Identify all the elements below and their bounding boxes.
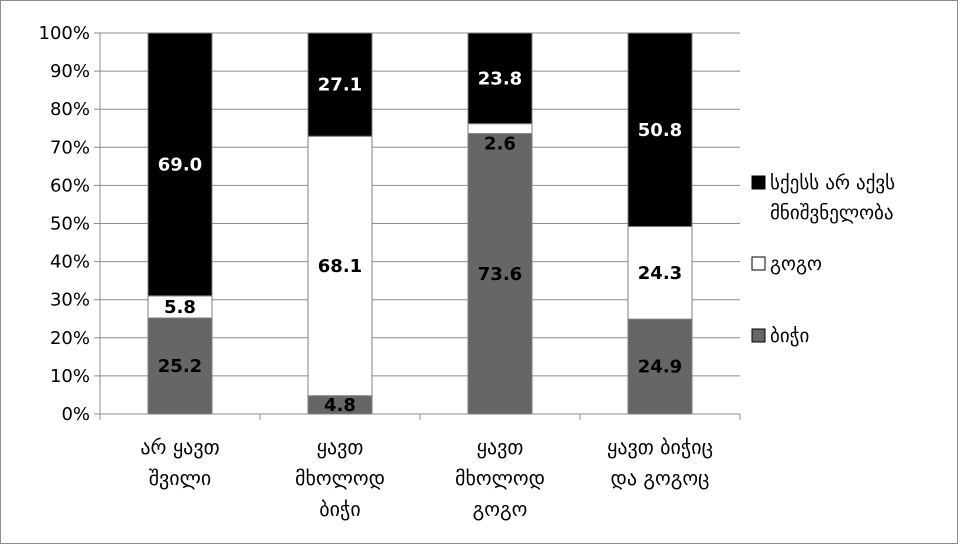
- data-label: 23.8: [478, 68, 522, 89]
- legend-label: გოგო: [770, 253, 822, 275]
- data-label: 5.8: [164, 297, 196, 318]
- legend-label: ბიჭი: [770, 325, 809, 347]
- x-category-label: მხოლოდ: [455, 466, 545, 490]
- bar-segment: [627, 32, 693, 228]
- data-label: 68.1: [318, 256, 362, 277]
- data-label: 50.8: [638, 120, 682, 141]
- y-tick-label: 50%: [50, 214, 90, 235]
- legend-label: მნიშვნელობა: [770, 202, 893, 224]
- legend-swatch: [751, 328, 766, 343]
- bar-segment: [467, 123, 533, 135]
- legend-swatch: [751, 175, 766, 190]
- x-category-label: მხოლოდ: [295, 466, 385, 490]
- legend-label: სქესს არ აქვს: [770, 172, 895, 194]
- bar-segment: [147, 32, 213, 297]
- data-label: 25.2: [158, 356, 202, 377]
- y-tick-label: 0%: [61, 404, 90, 425]
- y-tick-label: 80%: [50, 99, 90, 120]
- x-category-label: ყავთ ბიჭიც: [607, 435, 713, 459]
- data-label: 2.6: [484, 134, 516, 155]
- y-tick-label: 70%: [50, 137, 90, 158]
- bar-segment: [467, 32, 533, 125]
- x-category-label: გოგო: [473, 497, 528, 521]
- x-category-label: ყავთ: [317, 435, 364, 459]
- bar-segment: [467, 133, 533, 415]
- data-label: 73.6: [478, 264, 522, 285]
- y-tick-label: 40%: [50, 252, 90, 273]
- y-tick-label: 20%: [50, 328, 90, 349]
- y-tick-label: 60%: [50, 175, 90, 196]
- legend-swatch: [751, 256, 766, 271]
- data-label: 24.3: [638, 263, 682, 284]
- bar-segment: [307, 135, 373, 397]
- x-category-label: ბიჭი: [319, 497, 360, 521]
- x-category-label: და გოგოც: [611, 466, 710, 490]
- data-label: 24.9: [638, 357, 682, 378]
- data-label: 27.1: [318, 75, 362, 96]
- data-label: 4.8: [324, 395, 356, 416]
- bar-segment: [147, 317, 213, 415]
- bar-segment: [307, 32, 373, 137]
- y-tick-label: 10%: [50, 366, 90, 387]
- y-tick-label: 30%: [50, 290, 90, 311]
- y-tick-label: 100%: [39, 23, 90, 44]
- x-category-label: არ ყავთ: [140, 435, 219, 459]
- x-category-label: შვილი: [149, 466, 212, 490]
- data-label: 69.0: [158, 154, 202, 175]
- x-category-label: ყავთ: [477, 435, 524, 459]
- y-tick-label: 90%: [50, 61, 90, 82]
